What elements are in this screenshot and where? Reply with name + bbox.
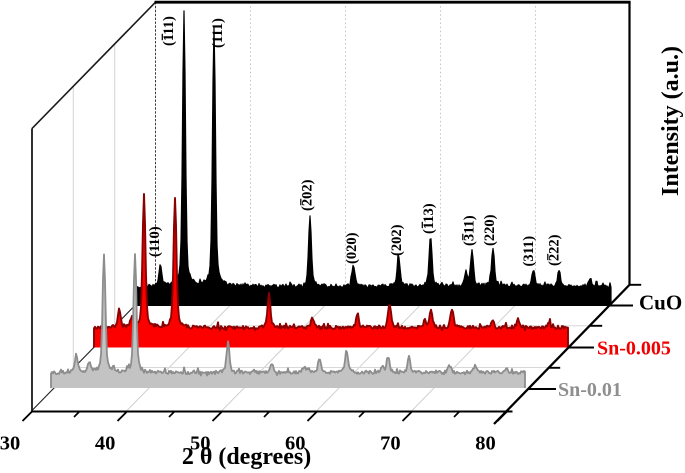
svg-text:(020): (020) xyxy=(344,232,360,264)
svg-text:30: 30 xyxy=(0,433,20,455)
svg-text:2 θ (degrees): 2 θ (degrees) xyxy=(182,444,311,470)
svg-text:50: 50 xyxy=(190,433,211,455)
svg-text:Sn-0.01: Sn-0.01 xyxy=(558,379,622,401)
svg-text:Sn-0.005: Sn-0.005 xyxy=(597,338,671,360)
svg-text:(111): (111) xyxy=(210,18,226,48)
svg-text:(222): (222) xyxy=(547,234,563,266)
svg-text:Intensity (a.u.): Intensity (a.u.) xyxy=(658,46,684,196)
svg-text:60: 60 xyxy=(285,433,306,455)
svg-text:40: 40 xyxy=(95,433,116,455)
svg-text:(113): (113) xyxy=(421,203,437,234)
svg-text:(202): (202) xyxy=(300,179,316,211)
svg-text:(110): (110) xyxy=(147,226,163,257)
svg-text:(311): (311) xyxy=(462,215,478,246)
svg-text:80: 80 xyxy=(475,433,496,455)
svg-text:70: 70 xyxy=(380,433,401,455)
svg-text:(202): (202) xyxy=(389,224,405,256)
svg-text:(311): (311) xyxy=(521,236,537,267)
svg-text:(111): (111) xyxy=(161,16,177,46)
svg-text:(220): (220) xyxy=(482,214,498,246)
svg-text:CuO: CuO xyxy=(639,291,682,315)
